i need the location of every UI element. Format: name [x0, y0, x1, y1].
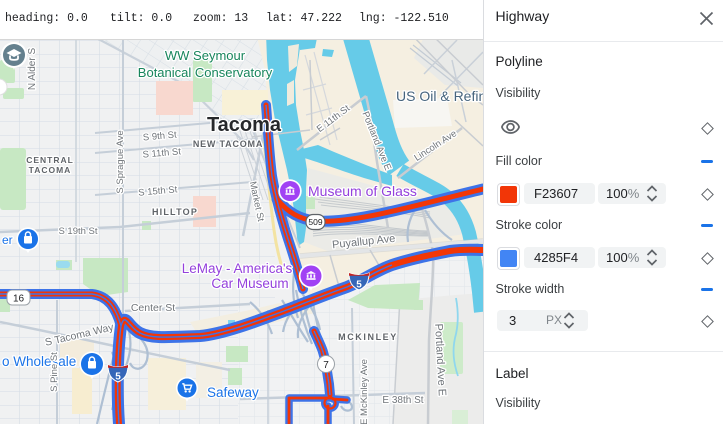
svg-text:US Oil & Refin: US Oil & Refin — [396, 88, 483, 104]
svg-text:S 9th St: S 9th St — [142, 130, 177, 144]
svg-text:N Alder S: N Alder S — [27, 48, 38, 91]
svg-text:5: 5 — [115, 372, 121, 383]
svg-text:S 19th St: S 19th St — [58, 226, 97, 237]
svg-text:WW Seymour: WW Seymour — [165, 48, 246, 63]
svg-text:Museum of Glass: Museum of Glass — [308, 183, 417, 199]
svg-text:TACOMA: TACOMA — [29, 165, 72, 175]
svg-text:Car Museum: Car Museum — [211, 276, 288, 291]
svg-text:Tacoma: Tacoma — [207, 114, 282, 136]
svg-text:S 11th St: S 11th St — [142, 146, 182, 160]
svg-text:Center St: Center St — [131, 302, 175, 314]
svg-text:HILLTOP: HILLTOP — [152, 207, 198, 217]
svg-text:E McKinley Ave: E McKinley Ave — [359, 359, 370, 424]
svg-text:Botanical Conservatory: Botanical Conservatory — [138, 65, 273, 80]
svg-text:16: 16 — [13, 294, 25, 305]
svg-text:S Pine St: S Pine St — [49, 352, 60, 392]
svg-text:er: er — [2, 233, 13, 247]
svg-text:LeMay - America's: LeMay - America's — [182, 261, 293, 276]
svg-text:Safeway: Safeway — [207, 385, 259, 400]
svg-text:MCKINLEY: MCKINLEY — [338, 332, 398, 342]
svg-text:S 15th St: S 15th St — [138, 184, 178, 198]
svg-text:Portland Ave E: Portland Ave E — [432, 323, 448, 396]
svg-text:o Wholesale: o Wholesale — [2, 354, 76, 369]
svg-text:S Sprague Ave: S Sprague Ave — [115, 130, 126, 193]
svg-text:CENTRAL: CENTRAL — [26, 155, 74, 165]
svg-text:7: 7 — [323, 360, 329, 371]
svg-text:5: 5 — [356, 280, 362, 291]
svg-text:509: 509 — [308, 217, 322, 227]
svg-text:E 38th St: E 38th St — [382, 395, 423, 406]
svg-text:NEW TACOMA: NEW TACOMA — [193, 139, 263, 149]
